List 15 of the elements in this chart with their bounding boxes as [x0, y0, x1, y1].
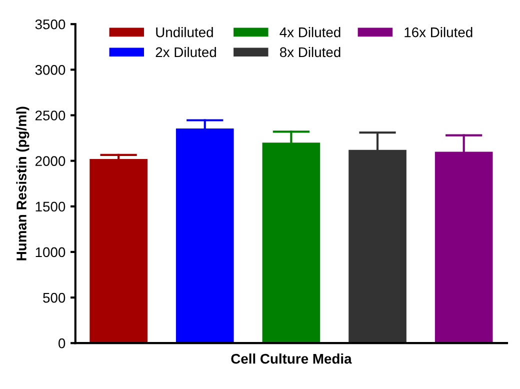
y-tick-label: 0 — [58, 338, 66, 348]
legend-label: 8x Diluted — [280, 46, 340, 58]
y-tick-label: 1500 — [36, 202, 66, 212]
legend-label: Undiluted — [156, 27, 213, 38]
legend-label: 16x Diluted — [404, 27, 472, 38]
legend-label: 2x Diluted — [156, 46, 216, 58]
y-tick-label: 2500 — [35, 110, 66, 120]
legend-label: 4x Diluted — [280, 27, 340, 38]
x-axis-title: Cell Culture Media — [231, 354, 352, 364]
y-tick-label: 500 — [43, 292, 66, 303]
y-tick-label: 3500 — [35, 19, 66, 30]
y-tick-label: 2000 — [35, 156, 66, 166]
y-tick-label: 3000 — [35, 65, 66, 75]
y-tick-label: 1000 — [36, 247, 66, 258]
y-axis-title: Human Resistin (pg/ml) — [16, 106, 30, 260]
